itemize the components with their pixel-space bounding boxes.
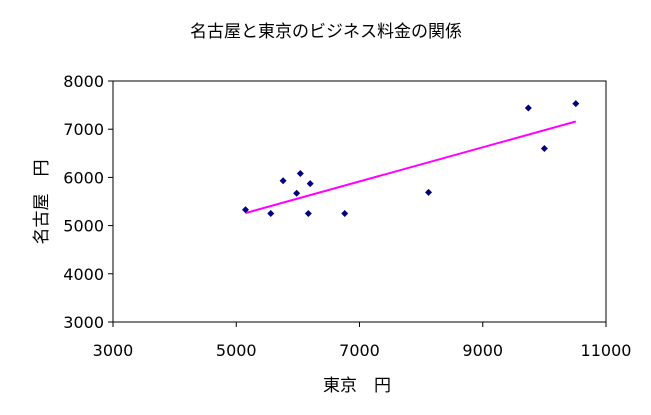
trendline-layer <box>245 120 577 215</box>
y-tick-label: 3000 <box>63 313 104 332</box>
x-tick-label: 5000 <box>216 341 257 360</box>
x-tick-label: 3000 <box>93 341 134 360</box>
trendline <box>245 120 577 215</box>
data-point <box>524 104 532 112</box>
data-point <box>341 210 349 218</box>
data-point <box>241 206 249 214</box>
y-axis-label: 名古屋 円 <box>32 160 52 245</box>
y-tick-label: 4000 <box>63 265 104 284</box>
y-axis-ticks: 3000 4000 5000 6000 7000 8000 <box>63 72 113 332</box>
y-tick-label: 5000 <box>63 217 104 236</box>
x-tick-label: 7000 <box>339 341 380 360</box>
data-point <box>293 189 301 197</box>
chart-title: 名古屋と東京のビジネス料金の関係 <box>190 22 462 42</box>
x-tick-label: 11000 <box>581 341 632 360</box>
plot-area <box>112 80 607 323</box>
y-tick-label: 6000 <box>63 168 104 187</box>
x-tick-label: 9000 <box>462 341 503 360</box>
x-axis-ticks: 3000 5000 7000 9000 11000 <box>93 322 632 360</box>
data-point <box>304 210 312 218</box>
data-point <box>306 180 314 188</box>
data-points <box>241 100 580 218</box>
y-tick-label: 7000 <box>63 120 104 139</box>
data-point <box>425 188 433 196</box>
data-point <box>279 177 287 185</box>
data-point <box>296 170 304 178</box>
data-point <box>267 210 275 218</box>
data-point <box>572 100 580 108</box>
x-axis-label: 東京 円 <box>323 376 391 396</box>
y-tick-label: 8000 <box>63 72 104 91</box>
data-point <box>540 144 548 152</box>
